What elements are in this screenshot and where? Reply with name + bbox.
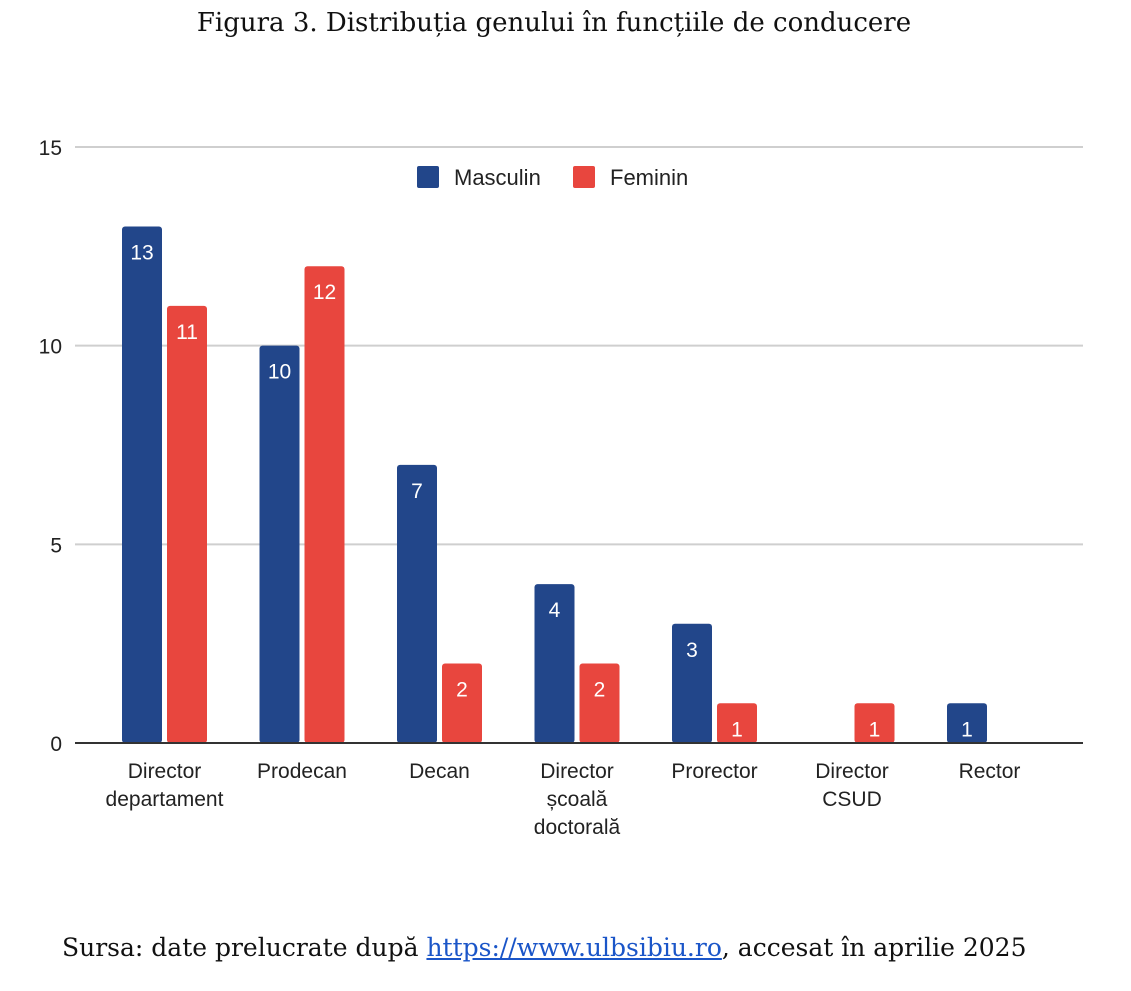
bar-masculin — [122, 226, 162, 743]
bar-feminin — [854, 703, 895, 743]
source-prefix: Sursa: date prelucrate după — [62, 933, 427, 962]
legend-label-masculin: Masculin — [454, 165, 541, 190]
bar-value-label: 2 — [456, 679, 468, 702]
bar-value-label: 12 — [313, 281, 336, 304]
x-tick-label: Decan — [409, 760, 470, 783]
y-tick-label: 15 — [39, 137, 62, 160]
bar-value-label: 11 — [176, 321, 198, 344]
bar-value-label: 1 — [961, 718, 973, 741]
y-tick-label: 5 — [50, 534, 62, 557]
x-tick-label: Prodecan — [257, 760, 347, 783]
x-tick-label: Director școală doctorală — [534, 760, 621, 839]
legend-swatch-feminin — [573, 166, 595, 188]
bar-feminin — [167, 305, 207, 743]
legend-label-feminin: Feminin — [610, 165, 688, 190]
bar-value-label: 7 — [411, 480, 423, 503]
bar-value-label: 3 — [686, 639, 698, 662]
bar-feminin — [579, 663, 620, 743]
bar-value-label: 2 — [594, 679, 606, 702]
x-tick-label: Prorector — [671, 760, 757, 783]
source-suffix: , accesat în aprilie 2025 — [721, 933, 1027, 962]
bar-masculin — [397, 464, 437, 743]
x-tick-label: Rector — [959, 760, 1021, 783]
bar-value-label: 10 — [268, 361, 291, 384]
bar-value-label: 4 — [549, 599, 561, 622]
x-tick-label: Director CSUD — [815, 760, 889, 811]
legend-swatch-masculin — [417, 166, 439, 188]
x-tick-label: Director departament — [106, 760, 224, 811]
figure-title: Figura 3. Distribuția genului în funcții… — [196, 8, 912, 38]
bar-feminin — [717, 703, 757, 743]
bar-value-label: 1 — [731, 718, 743, 741]
y-tick-label: 10 — [39, 336, 62, 359]
bar-value-label: 1 — [869, 718, 881, 741]
bar-value-label: 13 — [130, 241, 153, 264]
bar-masculin — [534, 584, 575, 743]
source-note: Sursa: date prelucrate după https://www.… — [62, 933, 1026, 962]
source-link[interactable]: https://www.ulbsibiu.ro — [426, 933, 722, 962]
y-tick-label: 0 — [50, 733, 62, 756]
bar-feminin — [304, 266, 345, 743]
bar-masculin — [259, 345, 300, 743]
bar-masculin — [672, 623, 712, 743]
bar-feminin — [442, 663, 482, 743]
bar-masculin — [947, 703, 987, 743]
